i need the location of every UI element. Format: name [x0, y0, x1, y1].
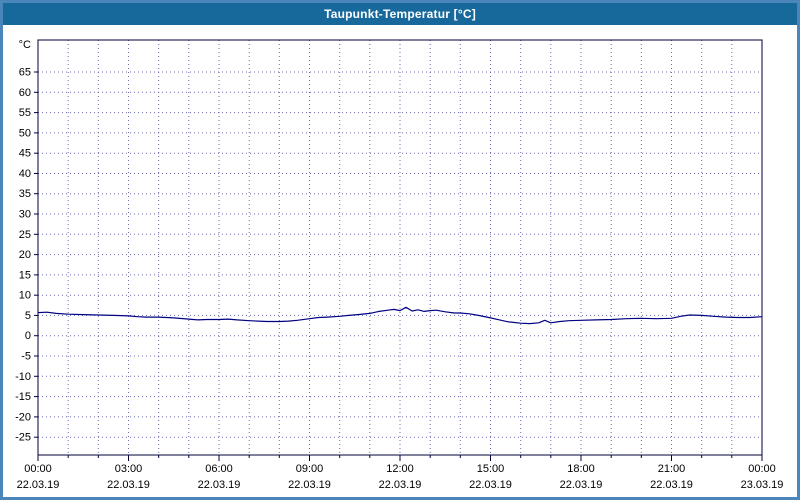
svg-text:5: 5 — [25, 310, 31, 322]
dewpoint-temperature-line-chart: 65605550454035302520151050-5-10-15-20-25… — [15, 39, 784, 491]
svg-text:22.03.19: 22.03.19 — [288, 479, 331, 491]
svg-text:30: 30 — [19, 209, 31, 221]
svg-text:22.03.19: 22.03.19 — [650, 479, 693, 491]
svg-text:45: 45 — [19, 148, 31, 160]
svg-text:50: 50 — [19, 127, 31, 139]
svg-text:-5: -5 — [21, 351, 31, 363]
svg-text:00:00: 00:00 — [748, 463, 776, 475]
svg-text:35: 35 — [19, 188, 31, 200]
svg-text:-20: -20 — [15, 411, 31, 423]
svg-text:00:00: 00:00 — [24, 463, 52, 475]
chart-area: 65 60 55 50 45 40 35 30 25 20 15 10 5 0 -5 -10 -15 -20 -25… — [3, 25, 797, 497]
svg-text:03:00: 03:00 — [115, 463, 143, 475]
svg-text:22.03.19: 22.03.19 — [469, 479, 512, 491]
svg-text:40: 40 — [19, 168, 31, 180]
svg-text:12:00: 12:00 — [386, 463, 414, 475]
svg-text:22.03.19: 22.03.19 — [107, 479, 150, 491]
svg-text:-25: -25 — [15, 432, 31, 444]
svg-text:10: 10 — [19, 290, 31, 302]
svg-text:55: 55 — [19, 107, 31, 119]
svg-text:06:00: 06:00 — [205, 463, 233, 475]
svg-text:-10: -10 — [15, 371, 31, 383]
svg-text:22.03.19: 22.03.19 — [17, 479, 60, 491]
svg-text:20: 20 — [19, 249, 31, 261]
svg-text:65: 65 — [19, 67, 31, 79]
window-title: Taupunkt-Temperatur [°C] — [324, 7, 476, 21]
svg-text:09:00: 09:00 — [296, 463, 324, 475]
svg-text:25: 25 — [19, 229, 31, 241]
svg-text:22.03.19: 22.03.19 — [198, 479, 241, 491]
svg-text:18:00: 18:00 — [567, 463, 595, 475]
svg-text:°C: °C — [19, 39, 31, 51]
svg-text:23.03.19: 23.03.19 — [741, 479, 784, 491]
svg-text:22.03.19: 22.03.19 — [379, 479, 422, 491]
svg-text:15:00: 15:00 — [477, 463, 505, 475]
svg-text:-15: -15 — [15, 391, 31, 403]
svg-text:21:00: 21:00 — [658, 463, 686, 475]
svg-text:22.03.19: 22.03.19 — [560, 479, 603, 491]
svg-text:60: 60 — [19, 87, 31, 99]
window-title-bar: Taupunkt-Temperatur [°C] — [3, 3, 797, 25]
svg-text:15: 15 — [19, 269, 31, 281]
svg-text:0: 0 — [25, 330, 31, 342]
